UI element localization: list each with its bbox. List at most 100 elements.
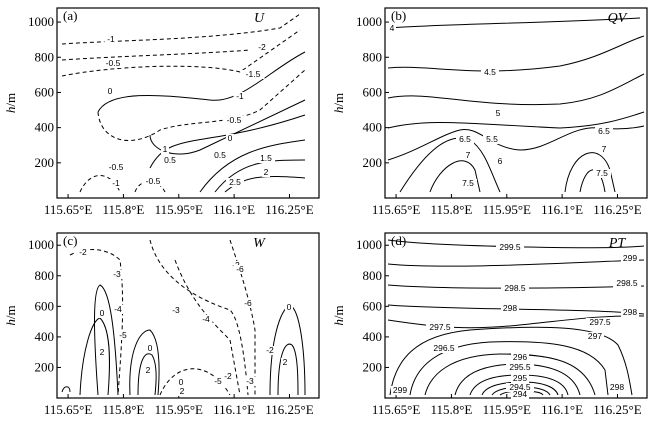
panel-d-contour-label-bg — [511, 374, 529, 383]
panel-a-label: (a) — [63, 8, 77, 23]
panel-d-contour-label: 297.5 — [589, 317, 611, 327]
panel-b-contour-label-bg — [494, 109, 502, 118]
panel-b-contour-label: 5.5 — [486, 134, 498, 144]
panel-b-xtick-label: 115.65°E — [372, 202, 420, 217]
panel-b-contour-label: 7 — [466, 150, 471, 160]
panel-a-contour-label-bg — [255, 43, 269, 52]
panel-c-xtick-label: 115.95°E — [155, 402, 203, 417]
panel-d-contour-label-bg — [430, 344, 458, 353]
panel-b-contour-label-bg — [459, 179, 477, 188]
panel-b-contour-label-bg — [456, 135, 474, 144]
panel-d-contour-label: 299 — [623, 253, 637, 263]
panel-c-contour-label-bg — [98, 309, 106, 318]
panel-a-contour-label: 1.5 — [260, 153, 272, 163]
panel-c — [56, 232, 320, 399]
panel-c-contour-label-bg — [281, 358, 289, 367]
panel-c-ytick-label: 600 — [35, 298, 55, 313]
panel-c-contour-label: -3 — [113, 269, 121, 279]
panel-c-contour-label-bg — [243, 377, 257, 386]
panel-d-contour-label: 296.5 — [433, 343, 455, 353]
panel-b-label: (b) — [391, 8, 406, 23]
panel-d-contour-label-bg — [586, 318, 614, 327]
panel-b-xtick-label: 115.8°E — [430, 202, 472, 217]
panel-c-contour-label-bg — [221, 372, 235, 381]
panel-a-contour-label-bg — [161, 156, 179, 165]
panel-d-label: (d) — [391, 233, 406, 248]
panel-d-contour-label-bg — [496, 243, 524, 252]
panel-c-contour-label: -3 — [246, 376, 254, 386]
panel-c-contour-label-bg — [98, 348, 106, 357]
panel-b-contour-label: 6 — [498, 156, 503, 166]
panel-b-contour-label: 7.5 — [596, 168, 608, 178]
panel-b-xtick-label: 115.95°E — [483, 202, 531, 217]
panel-d-xtick-label: 116.1°E — [541, 402, 583, 417]
panel-c-contour-label: 2 — [146, 365, 151, 375]
panel-d-ytick-label: 200 — [363, 359, 383, 374]
panel-c-frame — [56, 232, 320, 399]
panel-b-ytick-label: 600 — [363, 84, 383, 99]
panel-a-contour-label: 2 — [264, 167, 269, 177]
panel-a-contour-label: -1 — [107, 34, 115, 44]
panel-a-ytick-label: 600 — [35, 84, 55, 99]
panel-c-contour-label-bg — [76, 248, 90, 257]
panel-b-contour-label: 5 — [496, 108, 501, 118]
panel-d-contour-label: 299.5 — [499, 242, 521, 252]
panel-d-xtick-label: 116.25°E — [593, 402, 641, 417]
panel-a-ytick-label: 400 — [35, 120, 55, 135]
panel-a-contour-label: 0.5 — [164, 155, 176, 165]
panel-a-contour-label-bg — [104, 35, 118, 44]
panel-c-contour-label: -5 — [214, 376, 222, 386]
panel-a-contour-label-bg — [211, 151, 229, 160]
panel-a-contour-label-bg — [161, 145, 169, 154]
panel-d-contour-label: 294.5 — [509, 382, 531, 392]
panel-b-contour-label-bg — [481, 68, 499, 77]
panel-c-contour-label-bg — [169, 306, 183, 315]
panel-c-contour-label-bg — [111, 305, 125, 314]
panel-a-contour-label: -0.5 — [227, 115, 242, 125]
panel-d-contour-label: 299 — [393, 385, 407, 395]
panel-c-contour-label: 0 — [287, 302, 292, 312]
panel-c-contour-label: -2 — [266, 345, 274, 355]
panel-a-contour-label: -1 — [236, 91, 244, 101]
panel-d-contour-label-bg — [511, 390, 529, 399]
panel-a-ytick-label: 200 — [35, 155, 55, 170]
panel-c-ytick-label: 400 — [35, 329, 55, 344]
panel-a-ytick-label: 1000 — [28, 14, 54, 29]
panel-a-contour-label-bg — [226, 134, 234, 143]
panel-c-contour-label-bg — [146, 344, 154, 353]
panel-a-contour-label: -2 — [258, 42, 266, 52]
panel-a-contour-label-bg — [257, 154, 275, 163]
panel-a-contour-label-bg — [241, 70, 265, 79]
panel-a-contour-label: 0.5 — [214, 150, 226, 160]
panel-b-contour-label: 7 — [602, 144, 607, 154]
panel-d-contour-label-bg — [608, 383, 626, 392]
panel-b-contour-label: 7.5 — [462, 178, 474, 188]
panel-d-contour-label: 297 — [588, 331, 602, 341]
panel-b-xtick-label: 116.25°E — [593, 202, 641, 217]
panel-c-contour-label-bg — [178, 387, 186, 396]
panel-d-ylabel: h/m — [331, 305, 346, 325]
panel-d-contour-label-bg — [506, 363, 534, 372]
panel-d-contour-label: 296 — [513, 352, 527, 362]
panel-a-contour-label: 1 — [163, 144, 168, 154]
panel-a-contour-label-bg — [222, 116, 246, 125]
panel-a-contour-label-bg — [226, 178, 244, 187]
panel-d-contour-label-bg — [426, 323, 454, 332]
panel-c-contour-label: -3 — [172, 305, 180, 315]
panel-c-contour-label: -2 — [79, 247, 87, 257]
panel-a-contour-label-bg — [262, 168, 270, 177]
panel-d-contour-label: 298 — [503, 303, 517, 313]
panel-a-contour-label: -0.5 — [109, 162, 124, 172]
panel-d-contour-label-bg — [586, 332, 604, 341]
panel-d-ytick-label: 600 — [363, 298, 383, 313]
panel-b-frame — [384, 7, 648, 199]
panel-a-frame — [56, 7, 320, 199]
panel-d-contour-label-bg — [621, 308, 639, 317]
panel-c-contour-label: -5 — [119, 330, 127, 340]
panel-c-contour-label-bg — [285, 303, 293, 312]
panel-c-contour-label: -6 — [236, 264, 244, 274]
panel-c-contour-label: -6 — [244, 298, 252, 308]
panel-d-ytick-label: 800 — [363, 268, 383, 283]
panel-c-contour-label: -4 — [114, 304, 122, 314]
